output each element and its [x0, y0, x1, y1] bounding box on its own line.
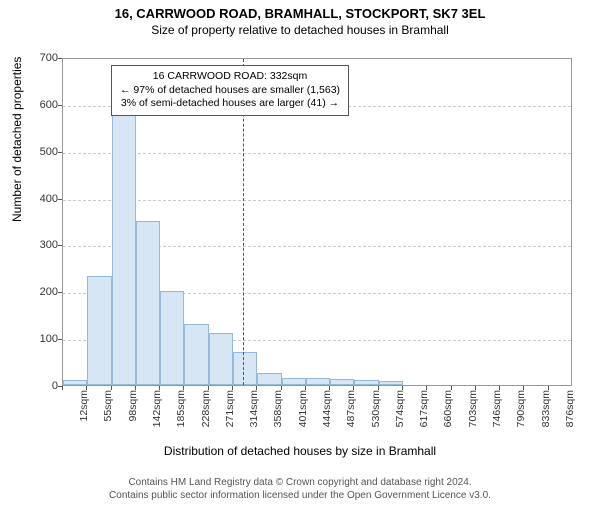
xtick-label: 444sqm: [321, 390, 333, 427]
xtick-label: 401sqm: [297, 390, 309, 427]
xtick: [62, 386, 63, 390]
xtick: [305, 386, 306, 390]
histogram-bar: [257, 373, 281, 385]
ytick: [58, 339, 62, 340]
histogram-bar: [87, 276, 111, 385]
xtick: [281, 386, 282, 390]
xtick-label: 746sqm: [491, 390, 503, 427]
xtick: [159, 386, 160, 390]
xtick: [86, 386, 87, 390]
gridline-h: [63, 153, 571, 154]
xtick-label: 12sqm: [78, 390, 90, 422]
ytick: [58, 245, 62, 246]
annotation-line: ← 97% of detached houses are smaller (1,…: [120, 84, 340, 98]
xtick-label: 574sqm: [394, 390, 406, 427]
xtick-label: 703sqm: [467, 390, 479, 427]
xtick-label: 790sqm: [515, 390, 527, 427]
ytick-label: 0: [23, 380, 58, 392]
chart-footer: Contains HM Land Registry data © Crown c…: [0, 477, 600, 502]
xtick: [232, 386, 233, 390]
xtick: [329, 386, 330, 390]
xtick-label: 228sqm: [200, 390, 212, 427]
histogram-bar: [63, 380, 87, 385]
footer-line-2: Contains public sector information licen…: [0, 490, 600, 503]
histogram-bar: [354, 380, 378, 385]
ytick-label: 400: [23, 193, 58, 205]
y-axis-title: Number of detached properties: [10, 57, 24, 222]
xtick-label: 314sqm: [248, 390, 260, 427]
histogram-bar: [160, 291, 184, 385]
xtick: [111, 386, 112, 390]
ytick: [58, 152, 62, 153]
xtick-label: 271sqm: [224, 390, 236, 427]
histogram-bar: [282, 378, 306, 385]
chart-plot-area: 16 CARRWOOD ROAD: 332sqm← 97% of detache…: [62, 58, 572, 386]
xtick-label: 876sqm: [564, 390, 576, 427]
ytick-label: 500: [23, 146, 58, 158]
page-subtitle: Size of property relative to detached ho…: [0, 23, 600, 37]
footer-line-1: Contains HM Land Registry data © Crown c…: [0, 477, 600, 490]
xtick-label: 833sqm: [540, 390, 552, 427]
xtick: [378, 386, 379, 390]
x-axis-title: Distribution of detached houses by size …: [0, 444, 600, 458]
xtick: [183, 386, 184, 390]
ytick-label: 200: [23, 286, 58, 298]
xtick-label: 617sqm: [418, 390, 430, 427]
xtick: [451, 386, 452, 390]
xtick-label: 487sqm: [345, 390, 357, 427]
histogram-bar: [209, 333, 233, 385]
page-title: 16, CARRWOOD ROAD, BRAMHALL, STOCKPORT, …: [0, 6, 600, 21]
ytick: [58, 105, 62, 106]
xtick-label: 660sqm: [442, 390, 454, 427]
histogram-bar: [233, 352, 257, 385]
xtick-label: 98sqm: [127, 390, 139, 422]
histogram-bar: [184, 324, 208, 385]
xtick: [523, 386, 524, 390]
annotation-box: 16 CARRWOOD ROAD: 332sqm← 97% of detache…: [111, 65, 349, 116]
histogram-bar: [379, 381, 403, 385]
ytick: [58, 292, 62, 293]
xtick: [256, 386, 257, 390]
xtick: [426, 386, 427, 390]
ytick-label: 300: [23, 239, 58, 251]
xtick-label: 142sqm: [151, 390, 163, 427]
xtick: [475, 386, 476, 390]
xtick: [499, 386, 500, 390]
ytick-label: 700: [23, 52, 58, 64]
xtick: [353, 386, 354, 390]
ytick-label: 100: [23, 333, 58, 345]
annotation-line: 16 CARRWOOD ROAD: 332sqm: [120, 70, 340, 84]
ytick-label: 600: [23, 99, 58, 111]
histogram-bar: [112, 113, 136, 385]
annotation-line: 3% of semi-detached houses are larger (4…: [120, 97, 340, 111]
gridline-h: [63, 200, 571, 201]
xtick: [135, 386, 136, 390]
histogram-bar: [136, 221, 160, 385]
ytick: [58, 199, 62, 200]
xtick: [402, 386, 403, 390]
ytick: [58, 58, 62, 59]
xtick-label: 55sqm: [102, 390, 114, 422]
xtick: [208, 386, 209, 390]
xtick-label: 530sqm: [370, 390, 382, 427]
xtick: [548, 386, 549, 390]
xtick-label: 185sqm: [175, 390, 187, 427]
xtick-label: 358sqm: [272, 390, 284, 427]
histogram-bar: [330, 379, 354, 385]
histogram-bar: [306, 378, 330, 385]
